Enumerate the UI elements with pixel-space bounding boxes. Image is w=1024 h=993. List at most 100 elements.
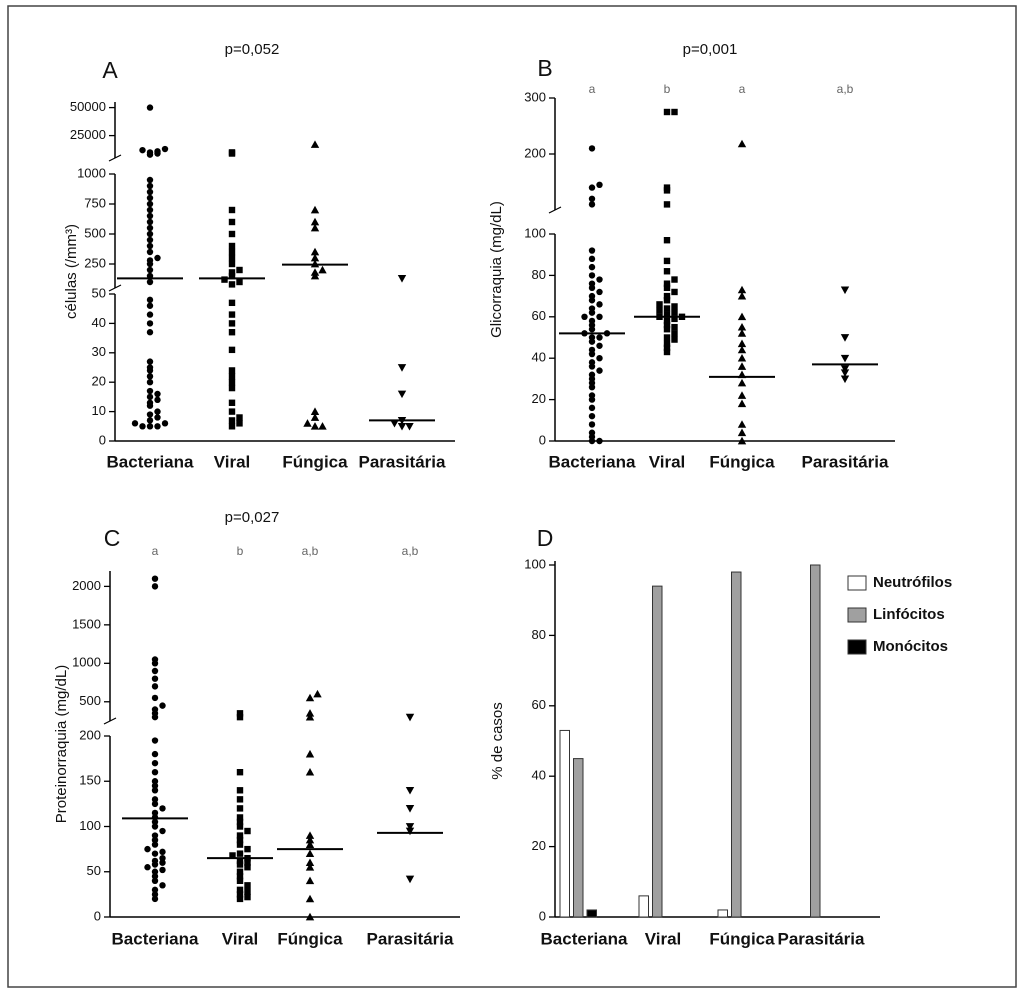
- data-point: [663, 344, 671, 352]
- data-point: [244, 845, 251, 853]
- data-point: [236, 877, 244, 884]
- data-point: [228, 320, 236, 327]
- data-point: [663, 340, 671, 347]
- data-point: [154, 148, 161, 155]
- data-point: [228, 373, 236, 380]
- y-tick-label: 40: [532, 350, 546, 365]
- data-point: [305, 709, 315, 717]
- data-point: [840, 286, 850, 295]
- data-point: [405, 786, 415, 795]
- y-tick-label: 50: [87, 863, 101, 878]
- data-point: [310, 253, 320, 262]
- y-tick-label: 60: [532, 308, 546, 323]
- frame: [7, 5, 1017, 988]
- data-point: [146, 364, 154, 371]
- data-point: [588, 145, 596, 152]
- data-point: [228, 149, 236, 156]
- data-point: [228, 299, 236, 307]
- data-point: [244, 888, 251, 895]
- data-point: [228, 230, 236, 238]
- data-point: [228, 272, 236, 280]
- data-point: [310, 205, 320, 214]
- data-point: [663, 268, 671, 275]
- data-point: [737, 428, 747, 437]
- data-point: [151, 823, 159, 830]
- data-point: [405, 713, 415, 722]
- data-point: [146, 224, 154, 232]
- data-point: [737, 312, 747, 321]
- y-axis-label: células (/mm³): [63, 224, 80, 319]
- data-point: [405, 875, 415, 884]
- data-point: [305, 876, 315, 885]
- data-point: [737, 322, 747, 331]
- data-point: [405, 422, 414, 431]
- data-point: [840, 354, 850, 363]
- data-point: [228, 367, 236, 374]
- data-point: [151, 583, 159, 590]
- data-point: [671, 276, 678, 283]
- data-point: [588, 201, 596, 208]
- data-point: [159, 702, 166, 709]
- data-point: [596, 355, 603, 362]
- data-point: [228, 254, 236, 262]
- y-tick-label: 1000: [72, 655, 101, 670]
- data-point: [161, 420, 169, 427]
- y-tick-label: 150: [79, 773, 101, 788]
- data-point: [236, 713, 244, 721]
- data-point: [671, 309, 678, 316]
- y-tick-label: 1500: [72, 616, 101, 631]
- y-tick-label: 2000: [72, 578, 101, 593]
- y-tick-label: 100: [79, 818, 101, 833]
- data-point: [146, 218, 154, 226]
- data-point: [244, 859, 251, 866]
- data-point: [397, 364, 407, 372]
- data-point: [228, 260, 236, 268]
- data-point: [151, 895, 159, 903]
- data-point: [236, 818, 244, 826]
- data-point: [151, 675, 159, 682]
- data-point: [146, 311, 154, 318]
- data-point: [588, 263, 596, 271]
- y-tick-label: 0: [94, 908, 101, 923]
- data-point: [663, 280, 671, 287]
- chart-title: p=0,027: [225, 509, 280, 526]
- x-tick-label: Viral: [649, 452, 686, 471]
- data-point: [159, 854, 166, 862]
- data-point: [236, 805, 244, 812]
- data-point: [588, 272, 596, 279]
- axis-break: [103, 717, 117, 725]
- data-point: [236, 850, 244, 857]
- data-point: [236, 861, 244, 868]
- y-tick-label: 100: [524, 225, 546, 240]
- panel-letter: C: [104, 525, 121, 551]
- y-tick-label: 0: [539, 432, 546, 447]
- data-point: [159, 866, 166, 874]
- data-point: [305, 712, 315, 721]
- y-tick-label: 60: [532, 697, 546, 712]
- data-point: [303, 419, 312, 427]
- data-point: [151, 818, 159, 826]
- x-tick-label: Fúngica: [282, 452, 348, 471]
- data-point: [236, 832, 244, 839]
- data-point: [581, 313, 588, 320]
- data-point: [228, 408, 236, 415]
- data-point: [588, 280, 596, 287]
- y-tick-label: 500: [84, 225, 106, 240]
- data-point: [305, 835, 315, 844]
- x-tick-label: Bacteriana: [107, 452, 194, 471]
- y-axis-label: % de casos: [489, 702, 506, 780]
- x-tick-label: Parasitária: [359, 452, 446, 471]
- data-point: [244, 882, 251, 889]
- data-point: [310, 217, 320, 226]
- data-point: [310, 268, 320, 276]
- data-point: [663, 348, 671, 356]
- data-point: [596, 334, 603, 341]
- data-point: [405, 827, 415, 836]
- x-tick-label: Fúngica: [277, 929, 343, 948]
- data-point: [588, 184, 596, 191]
- x-tick-label: Bacteriana: [112, 929, 199, 948]
- data-point: [151, 782, 159, 789]
- data-point: [146, 236, 154, 244]
- y-tick-label: 100: [524, 556, 546, 571]
